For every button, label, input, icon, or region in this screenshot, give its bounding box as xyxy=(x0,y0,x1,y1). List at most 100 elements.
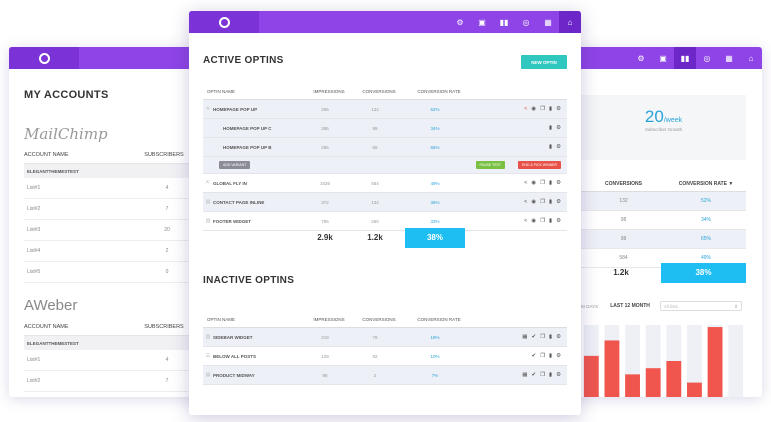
add-variant-button[interactable]: ADD VARIANT xyxy=(219,161,251,169)
ab-icon[interactable]: ◉ xyxy=(531,218,537,224)
delete-icon[interactable]: ▮ xyxy=(549,144,553,150)
duplicate-icon[interactable]: ❐ xyxy=(540,372,546,378)
delete-icon[interactable]: ▮ xyxy=(549,106,553,112)
grid-icon[interactable]: ▦ xyxy=(725,53,733,63)
check-icon[interactable]: ✔ xyxy=(531,353,537,359)
conversions-cell: 2 xyxy=(373,372,377,378)
chart-bar[interactable] xyxy=(604,340,620,397)
share-icon[interactable]: < xyxy=(524,106,528,112)
gear-icon[interactable]: ⚙ xyxy=(556,334,561,340)
gear-icon[interactable]: ⚙ xyxy=(556,218,561,224)
aweber-logo: AWeber xyxy=(24,297,77,314)
duplicate-icon[interactable]: ❐ xyxy=(540,353,546,359)
gear-icon[interactable]: ⚙ xyxy=(556,199,561,205)
list-item[interactable]: List#4 2 xyxy=(24,241,199,262)
end-test-button[interactable]: END & PICK WINNER xyxy=(517,161,561,169)
grid-icon[interactable]: ▦ xyxy=(544,17,552,27)
optin-row[interactable]: ▤ CONTACT PAGE INLINE 372 132 36% < ◉ ❐ ▮ ⚙ xyxy=(203,193,567,212)
stats-icon[interactable]: ▮▮ xyxy=(499,17,509,27)
duplicate-icon[interactable]: ❐ xyxy=(540,106,546,112)
conversions-header: CONVERSIONS xyxy=(362,88,396,94)
support-icon[interactable]: ◎ xyxy=(703,53,711,63)
ab-icon[interactable]: ◉ xyxy=(531,180,537,186)
list-item[interactable]: List#2 7 xyxy=(24,371,199,392)
delete-icon[interactable]: ▮ xyxy=(549,199,553,205)
share-icon[interactable]: < xyxy=(524,180,528,186)
stats-icon[interactable]: ▮▮ xyxy=(674,47,696,69)
accounts-panel: MY ACCOUNTS MailChimp ACCOUNT NAME SUBSCR… xyxy=(9,47,209,397)
share-icon[interactable]: < xyxy=(524,218,528,224)
share-icon[interactable]: < xyxy=(524,199,528,205)
lock-icon[interactable]: ▣ xyxy=(659,53,667,63)
list-item[interactable]: List#2 7 xyxy=(24,199,199,220)
ab-test-controls: ADD VARIANT PAUSE TEST END & PICK WINNER xyxy=(203,157,567,174)
stats-panel: ⚙ ▣ ▮▮ ◎ ▦ ⌂ 20/week Subscriber Growth C… xyxy=(576,47,762,397)
conversions-header[interactable]: CONVERSIONS xyxy=(605,181,642,187)
optin-row[interactable]: ▥ SIDEBAR WIDGET 219 78 19% ▦ ✔ ❐ ▮ ⚙ xyxy=(203,328,567,347)
bloom-logo[interactable] xyxy=(189,11,259,33)
rate-header[interactable]: CONVERSION RATE ▼ xyxy=(678,181,734,187)
check-icon[interactable]: ✔ xyxy=(531,372,537,378)
account-group[interactable]: ELEGANTTHEMESTEST xyxy=(24,164,199,178)
delete-icon[interactable]: ▮ xyxy=(549,180,553,186)
list-item[interactable]: List#1 4 xyxy=(24,350,199,371)
chart-bar[interactable] xyxy=(707,327,723,397)
chart-bar[interactable] xyxy=(645,368,661,397)
gear-icon[interactable]: ⚙ xyxy=(556,180,561,186)
optin-row[interactable]: ⇱ GLOBAL FLY IN 1026 584 49% < ◉ ❐ ▮ ⚙ xyxy=(203,174,567,193)
chart-bar[interactable] xyxy=(625,374,640,397)
home-icon[interactable]: ⌂ xyxy=(748,53,754,63)
duplicate-icon[interactable]: ❐ xyxy=(540,180,546,186)
filter-30-days[interactable]: 30 DAYS xyxy=(580,303,599,309)
list-subs: 4 xyxy=(165,357,169,363)
pause-test-button[interactable]: PAUSE TEST xyxy=(475,161,505,169)
delete-icon[interactable]: ▮ xyxy=(549,218,553,224)
optin-row[interactable]: HOMEPAGE POP UP B 285 65 65% ▮ ⚙ xyxy=(203,138,567,157)
ab-icon[interactable]: ◉ xyxy=(531,106,537,112)
lock-icon[interactable]: ▣ xyxy=(478,17,486,27)
optin-name: SIDEBAR WIDGET xyxy=(213,334,253,340)
account-group[interactable]: ELEGANTTHEMESTEST xyxy=(24,336,199,350)
optin-row[interactable]: ☰ BELOW ALL POSTS 129 92 10% ✔ ❐ ▮ ⚙ xyxy=(203,347,567,366)
stats-icon[interactable]: ▦ xyxy=(522,372,528,378)
optin-row[interactable]: HOMEPAGE POP UP C 286 98 34% ▮ ⚙ xyxy=(203,119,567,138)
delete-icon[interactable]: ▮ xyxy=(549,334,553,340)
table-row: 98 65% xyxy=(581,230,746,249)
gear-icon[interactable]: ⚙ xyxy=(556,144,561,150)
ab-icon[interactable]: ◉ xyxy=(531,199,537,205)
gear-icon[interactable]: ⚙ xyxy=(556,353,561,359)
impressions-cell: 98 xyxy=(322,372,328,378)
gear-icon[interactable]: ⚙ xyxy=(556,125,561,131)
home-icon[interactable]: ⌂ xyxy=(559,11,581,33)
impressions-cell: 265 xyxy=(321,106,329,112)
check-icon[interactable]: ✔ xyxy=(531,334,537,340)
chart-bar[interactable] xyxy=(687,382,702,397)
bloom-logo[interactable] xyxy=(9,47,79,69)
list-item[interactable]: List#1 4 xyxy=(24,178,199,199)
list-item[interactable]: List#5 0 xyxy=(24,262,199,283)
optin-row[interactable]: ✕ HOMEPAGE POP UP 265 132 52% < ◉ ❐ ▮ ⚙ xyxy=(203,100,567,119)
duplicate-icon[interactable]: ❐ xyxy=(540,199,546,205)
delete-icon[interactable]: ▮ xyxy=(549,125,553,131)
settings-icon[interactable]: ⚙ xyxy=(456,17,464,27)
delete-icon[interactable]: ▮ xyxy=(549,372,553,378)
settings-icon[interactable]: ⚙ xyxy=(637,53,645,63)
gear-icon[interactable]: ⚙ xyxy=(556,372,561,378)
optin-row[interactable]: ▤ PRODUCT MIDWAY 98 2 7% ▦ ✔ ❐ ▮ ⚙ xyxy=(203,366,567,385)
delete-icon[interactable]: ▮ xyxy=(549,353,553,359)
table-row: 98 34% xyxy=(581,211,746,230)
list-select[interactable]: All lists ⇕ xyxy=(659,301,742,311)
new-optin-button[interactable]: NEW OPTIN xyxy=(521,55,567,69)
gear-icon[interactable]: ⚙ xyxy=(556,106,561,112)
chart-bar[interactable] xyxy=(583,355,599,397)
list-name: List#1 xyxy=(27,185,41,191)
list-item[interactable]: List#3 20 xyxy=(24,220,199,241)
support-icon[interactable]: ◎ xyxy=(522,17,530,27)
duplicate-icon[interactable]: ❐ xyxy=(540,334,546,340)
stats-icon[interactable]: ▦ xyxy=(522,334,528,340)
duplicate-icon[interactable]: ❐ xyxy=(540,218,546,224)
optin-row[interactable]: ▥ FOOTER WIDGET 795 260 33% < ◉ ❐ ▮ ⚙ xyxy=(203,212,567,231)
filter-12-month[interactable]: LAST 12 MONTH xyxy=(610,303,650,309)
chart-bar[interactable] xyxy=(666,361,682,397)
optin-name: GLOBAL FLY IN xyxy=(213,180,247,186)
